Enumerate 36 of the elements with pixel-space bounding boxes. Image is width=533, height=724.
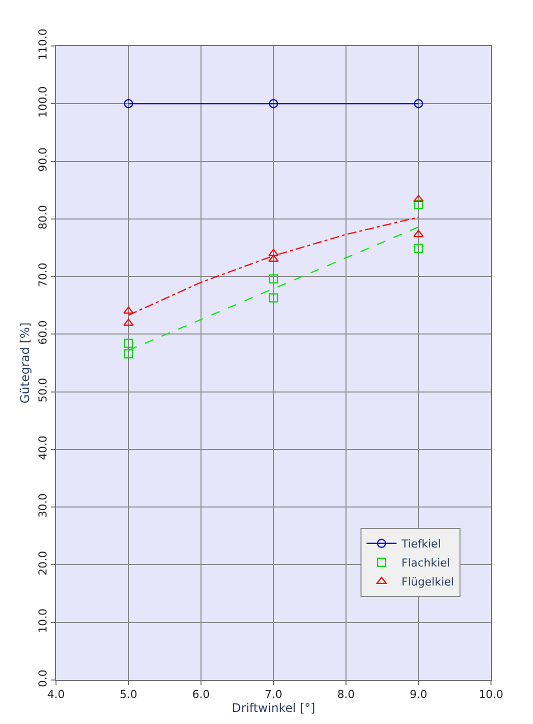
- legend-label: Flachkiel: [402, 556, 450, 570]
- y-tick-label: 80.0: [36, 205, 50, 230]
- point: [414, 200, 424, 210]
- y-tick-label: 0.0: [36, 670, 50, 688]
- point: [413, 230, 424, 238]
- x-tick-label: 4.0: [47, 688, 65, 702]
- point: [414, 99, 424, 108]
- y-tick-label: 100.0: [36, 86, 50, 118]
- point: [124, 338, 134, 348]
- y-tick-label: 70.0: [36, 262, 50, 288]
- point: [268, 99, 278, 108]
- y-tick-label: 30.0: [36, 493, 50, 518]
- y-tick-label: 50.0: [36, 378, 50, 402]
- point: [414, 244, 424, 253]
- point: [124, 99, 134, 108]
- point: [268, 248, 279, 256]
- x-tick-label: 7.0: [264, 688, 282, 702]
- x-axis-title: Driftwinkel [°]: [232, 701, 316, 716]
- y-tick-label: 10.0: [36, 608, 50, 633]
- x-tick-label: 6.0: [192, 688, 210, 702]
- legend-label: Tiefkiel: [400, 538, 441, 551]
- x-tick-label: 9.0: [410, 688, 428, 702]
- x-tick-label: 8.0: [337, 688, 355, 702]
- y-tick-label: 110.0: [36, 28, 50, 60]
- point: [124, 349, 134, 358]
- point: [268, 293, 278, 302]
- point: [268, 274, 278, 284]
- legend-label: Flügelkiel: [402, 576, 454, 589]
- y-tick-label: 20.0: [36, 550, 50, 576]
- y-tick-label: 60.0: [36, 320, 50, 345]
- line-series: [128, 216, 420, 316]
- x-tick-label: 5.0: [120, 688, 138, 702]
- y-tick-label: 40.0: [36, 436, 50, 460]
- y-tick-label: 90.0: [36, 147, 50, 172]
- y-axis-title: Gütegrad [%]: [18, 322, 32, 404]
- x-tick-label: 10.0: [478, 688, 504, 702]
